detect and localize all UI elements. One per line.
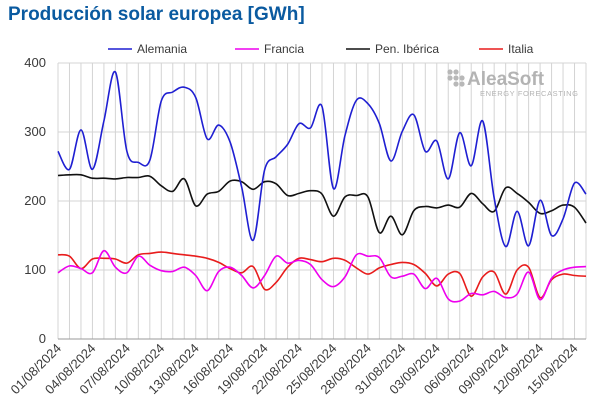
series-line-alemania [57, 71, 587, 248]
series-line-italia [57, 251, 587, 299]
legend-label: Italia [508, 42, 534, 56]
y-tick-label: 100 [24, 262, 46, 277]
series-line-pen-iberica [57, 173, 587, 236]
legend: Alemania Francia Pen. Ibérica Italia [108, 42, 534, 56]
chart-title: Producción solar europea [GWh] [8, 4, 305, 25]
y-tick-label: 400 [24, 55, 46, 70]
series [57, 71, 587, 303]
aleasoft-logo: AleaSoft ENERGY FORECASTING [447, 69, 578, 98]
y-tick-label: 200 [24, 193, 46, 208]
logo-name: AleaSoft [467, 69, 545, 90]
y-tick-label: 300 [24, 124, 46, 139]
series-line-francia [57, 249, 587, 303]
y-tick-label: 0 [39, 331, 46, 346]
legend-label: Alemania [137, 42, 187, 56]
logo-tagline: ENERGY FORECASTING [480, 89, 579, 98]
legend-label: Pen. Ibérica [375, 42, 439, 56]
grid [57, 62, 587, 339]
legend-label: Francia [264, 42, 304, 56]
logo-icon [447, 69, 465, 87]
